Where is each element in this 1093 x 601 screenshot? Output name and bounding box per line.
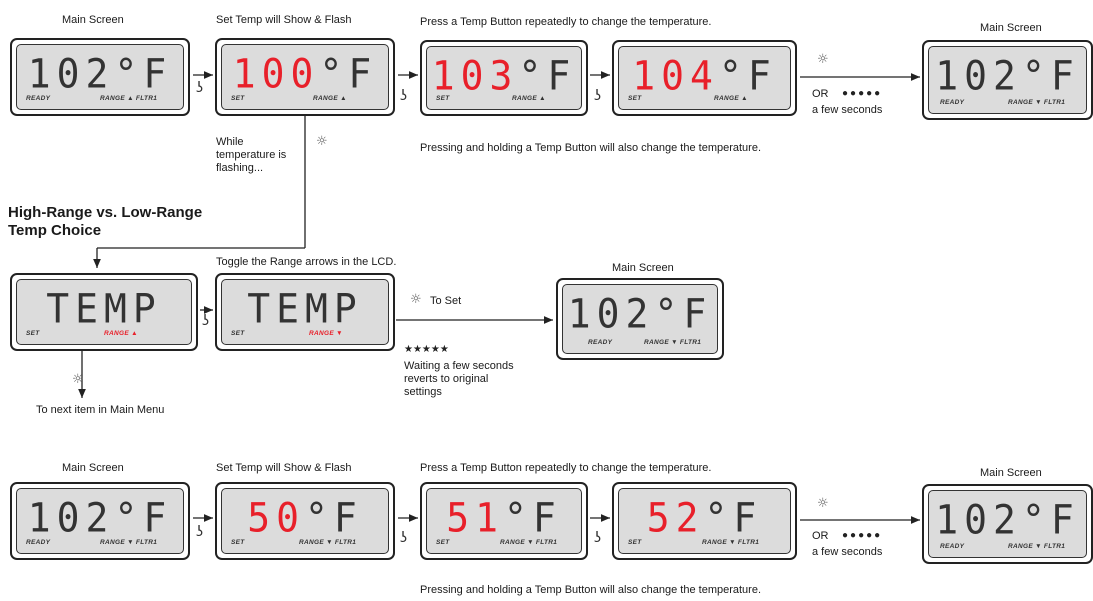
lcd-indicator-range: RANGE ▲ — [104, 330, 138, 337]
lcd-indicator-left: SET — [628, 539, 642, 546]
lcd-indicator-left: SET — [436, 95, 450, 102]
button-press-icon: ☼ — [316, 134, 328, 149]
hand-press-icon: ʖ — [594, 88, 602, 104]
button-press-icon: ☼ — [72, 372, 84, 387]
caption-main-screen: Main Screen — [980, 467, 1042, 479]
hand-press-icon: ʖ — [202, 313, 210, 329]
lcd-indicator-range: RANGE ▼ FLTR1 — [500, 539, 558, 546]
lcd-indicator-left: READY — [26, 539, 51, 546]
lcd-temp-value: TEMP — [46, 285, 162, 333]
waiting-stars: ★★★★★ — [404, 344, 449, 355]
caption-toggle-range: Toggle the Range arrows in the LCD. — [216, 256, 397, 268]
hand-press-icon: ʖ — [196, 524, 204, 540]
caption-set-temp-flash: Set Temp will Show & Flash — [216, 462, 352, 474]
caption-few-seconds: a few seconds — [812, 546, 883, 558]
lcd-display: 104°F SET RANGE ▲ — [612, 40, 797, 116]
lcd-temp-value: 102°F — [935, 496, 1080, 544]
lcd-display: 50°F SET RANGE ▼ FLTR1 — [215, 482, 395, 560]
caption-waiting-reverts: Waiting a few seconds reverts to origina… — [404, 360, 514, 398]
lcd-indicator-range: RANGE ▲ — [512, 95, 546, 102]
or-label: OR — [812, 530, 829, 542]
lcd-temp-value: 103°F — [431, 52, 577, 100]
lcd-temp-value: 102°F — [567, 290, 713, 338]
lcd-display: TEMP SET RANGE ▲ — [10, 273, 198, 351]
caption-set-temp-flash: Set Temp will Show & Flash — [216, 14, 352, 26]
lcd-temp-value: 50°F — [247, 494, 363, 542]
lcd-display: 51°F SET RANGE ▼ FLTR1 — [420, 482, 588, 560]
lcd-indicator-left: SET — [628, 95, 642, 102]
lcd-display: 103°F SET RANGE ▲ — [420, 40, 588, 116]
lcd-display: TEMP SET RANGE ▼ — [215, 273, 395, 351]
hand-press-icon: ʖ — [594, 530, 602, 546]
lcd-temp-value: 51°F — [446, 494, 562, 542]
caption-main-screen: Main Screen — [980, 22, 1042, 34]
lcd-indicator-range: RANGE ▼ FLTR1 — [644, 339, 702, 346]
button-press-icon: ☼ — [410, 292, 422, 307]
lcd-temp-value: 102°F — [27, 50, 173, 98]
lcd-indicator-left: SET — [26, 330, 40, 337]
lcd-indicator-left: SET — [231, 539, 245, 546]
lcd-indicator-range: RANGE ▼ FLTR1 — [702, 539, 760, 546]
lcd-indicator-left: SET — [231, 330, 245, 337]
section-heading: High-Range vs. Low-Range Temp Choice — [8, 204, 203, 239]
lcd-display: 100°F SET RANGE ▲ — [215, 38, 395, 116]
caption-while-flashing: While temperature is flashing... — [216, 136, 287, 174]
lcd-indicator-range: RANGE ▼ FLTR1 — [100, 539, 158, 546]
button-press-icon: ☼ — [817, 52, 829, 67]
lcd-display: 102°F READY RANGE ▼ FLTR1 — [922, 484, 1093, 564]
lcd-display: 102°F READY RANGE ▼ FLTR1 — [922, 40, 1093, 120]
hand-press-icon: ʖ — [400, 88, 408, 104]
button-press-icon: ☼ — [817, 496, 829, 511]
lcd-display: 102°F READY RANGE ▲ FLTR1 — [10, 38, 190, 116]
lcd-indicator-range: RANGE ▼ FLTR1 — [299, 539, 357, 546]
lcd-indicator-left: SET — [436, 539, 450, 546]
or-label: OR — [812, 88, 829, 100]
lcd-indicator-range: RANGE ▼ FLTR1 — [1008, 543, 1066, 550]
lcd-temp-value: 52°F — [646, 494, 763, 542]
lcd-indicator-range: RANGE ▲ — [313, 95, 347, 102]
waiting-dots: ●●●●● — [842, 530, 883, 541]
caption-next-item: To next item in Main Menu — [36, 404, 165, 416]
lcd-temp-value: 100°F — [232, 50, 378, 98]
lcd-indicator-left: READY — [940, 543, 965, 550]
caption-press-temp-button: Press a Temp Button repeatedly to change… — [420, 16, 712, 28]
caption-few-seconds: a few seconds — [812, 104, 883, 116]
caption-pressing-holding: Pressing and holding a Temp Button will … — [420, 584, 762, 596]
lcd-temp-value: 102°F — [27, 494, 173, 542]
caption-main-screen: Main Screen — [62, 462, 124, 474]
lcd-indicator-range: RANGE ▲ FLTR1 — [100, 95, 158, 102]
lcd-display: 52°F SET RANGE ▼ FLTR1 — [612, 482, 797, 560]
lcd-temp-value: 104°F — [632, 52, 777, 100]
lcd-temp-value: TEMP — [247, 285, 363, 333]
lcd-indicator-left: SET — [231, 95, 245, 102]
waiting-dots: ●●●●● — [842, 88, 883, 99]
hand-press-icon: ʖ — [196, 80, 204, 96]
lcd-indicator-range: RANGE ▼ — [309, 330, 343, 337]
lcd-display: 102°F READY RANGE ▼ FLTR1 — [556, 278, 724, 360]
lcd-display: 102°F READY RANGE ▼ FLTR1 — [10, 482, 190, 560]
lcd-temp-value: 102°F — [935, 52, 1080, 100]
caption-pressing-holding: Pressing and holding a Temp Button will … — [420, 142, 762, 154]
lcd-indicator-range: RANGE ▲ — [714, 95, 748, 102]
hand-press-icon: ʖ — [400, 530, 408, 546]
lcd-indicator-range: RANGE ▼ FLTR1 — [1008, 99, 1066, 106]
caption-main-screen: Main Screen — [612, 262, 674, 274]
lcd-indicator-left: READY — [940, 99, 965, 106]
caption-press-temp-button: Press a Temp Button repeatedly to change… — [420, 462, 712, 474]
caption-main-screen: Main Screen — [62, 14, 124, 26]
caption-to-set: To Set — [430, 295, 462, 307]
lcd-indicator-left: READY — [588, 339, 613, 346]
lcd-indicator-left: READY — [26, 95, 51, 102]
